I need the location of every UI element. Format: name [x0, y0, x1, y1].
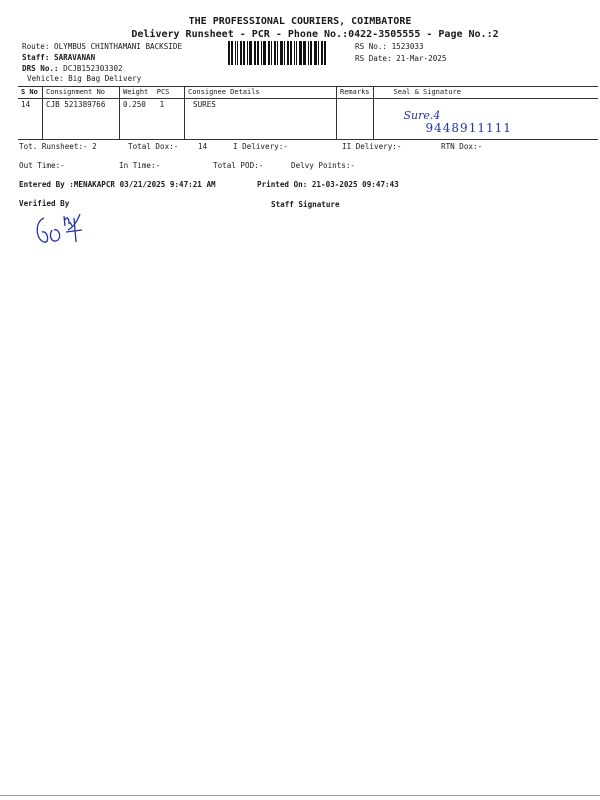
cell-sno: 14 — [18, 98, 43, 140]
barcode-bar — [294, 41, 295, 65]
drs-number: DRS No.: DCJB152303302 — [22, 64, 123, 73]
barcode-bar — [254, 41, 256, 65]
barcode-bar — [249, 41, 252, 65]
staff: Staff: SARAVANAN — [22, 53, 95, 62]
rs-date: RS Date: 21-Mar-2025 — [355, 54, 447, 63]
barcode-bar — [321, 41, 323, 65]
total-pod: Total POD:- — [213, 161, 264, 170]
cell-pcs: 1 — [159, 100, 165, 109]
col-weight: Weight — [123, 88, 149, 96]
barcode-bar — [237, 41, 238, 65]
vehicle: Vehicle: Big Bag Delivery — [27, 74, 142, 83]
table-header: S No Consignment No Weight PCS Consignee… — [18, 86, 598, 99]
barcode-bar — [308, 41, 309, 65]
drs-value: DCJB152303302 — [63, 64, 123, 73]
cell-seal: Sure.4 9448911111 — [372, 98, 598, 140]
total-dox-value: 14 — [198, 142, 208, 151]
cell-weight: 0.250 — [123, 100, 146, 109]
page-bottom-rule — [0, 795, 600, 796]
barcode-bar — [274, 41, 276, 65]
barcode-bar — [277, 41, 278, 65]
printed-on: Printed On: 21-03-2025 09:47:43 — [257, 180, 399, 189]
barcode-bar — [287, 41, 289, 65]
cell-consignment: CJB 521389766 — [42, 98, 120, 140]
total-runsheet: Tot. Runsheet:- 2 — [19, 142, 97, 151]
ii-delivery: II Delivery:- — [342, 142, 402, 151]
barcode-bar — [284, 41, 285, 65]
barcode-bar — [296, 41, 297, 65]
cell-remarks — [336, 98, 374, 140]
rtn-dox: RTN Dox:- — [441, 142, 483, 151]
drs-label: DRS No.: — [22, 64, 59, 73]
rs-number: RS No.: 1523033 — [355, 42, 424, 51]
barcode-bar — [324, 41, 326, 65]
barcode-bar — [268, 41, 270, 65]
barcode-bar — [303, 41, 306, 65]
route: Route: OLYMBUS CHINTHAMANI BACKSIDE — [22, 42, 183, 51]
i-delivery: I Delivery:- — [233, 142, 288, 151]
table-row: 14 CJB 521389766 0.250 1 SURES Sure.4 94… — [18, 98, 598, 140]
barcode-bar — [247, 41, 248, 65]
col-consignee: Consignee Details — [184, 86, 337, 99]
verifier-signature — [36, 213, 83, 243]
runsheet-subtitle: Delivery Runsheet - PCR - Phone No.:0422… — [131, 29, 499, 40]
staff-label: Staff: — [22, 53, 50, 62]
cell-consignee: SURES — [184, 98, 337, 140]
cell-weight-pcs: 0.250 1 — [119, 98, 185, 140]
entered-by: Entered By :MENAKAPCR 03/21/2025 9:47:21… — [19, 180, 216, 189]
col-remarks: Remarks — [336, 86, 374, 99]
barcode-bar — [299, 41, 302, 65]
barcode-bar — [263, 41, 266, 65]
company-title: THE PROFESSIONAL COURIERS, COIMBATORE — [188, 16, 412, 27]
col-sno: S No — [18, 86, 43, 99]
barcode-bar — [231, 41, 233, 65]
col-weight-pcs: Weight PCS — [119, 86, 185, 99]
barcode-bar — [318, 41, 319, 65]
barcode-bar — [310, 41, 312, 65]
barcode-bar — [235, 41, 236, 65]
barcode-bar — [261, 41, 262, 65]
barcode — [228, 41, 326, 65]
staff-signature-label: Staff Signature — [271, 200, 340, 209]
barcode-bar — [257, 41, 259, 65]
barcode-bar — [314, 41, 317, 65]
barcode-bar — [243, 41, 245, 65]
barcode-bar — [228, 41, 230, 65]
handwritten-phone: 9448911111 — [425, 121, 512, 135]
in-time: In Time:- — [119, 161, 161, 170]
consignment-table: S No Consignment No Weight PCS Consignee… — [18, 86, 598, 140]
barcode-bar — [240, 41, 242, 65]
verified-by: Verified By — [19, 199, 70, 208]
col-consignment: Consignment No — [42, 86, 120, 99]
out-time: Out Time:- — [19, 161, 65, 170]
col-pcs: PCS — [156, 88, 170, 96]
total-dox-label: Total Dox:- — [128, 142, 179, 151]
barcode-bar — [271, 41, 272, 65]
handwritten-name: Sure.4 — [403, 109, 441, 122]
delvy-points: Delvy Points:- — [291, 161, 356, 170]
barcode-bar — [280, 41, 283, 65]
barcode-bar — [290, 41, 292, 65]
col-seal: Seal & Signature — [372, 86, 598, 99]
staff-value: SARAVANAN — [54, 53, 96, 62]
